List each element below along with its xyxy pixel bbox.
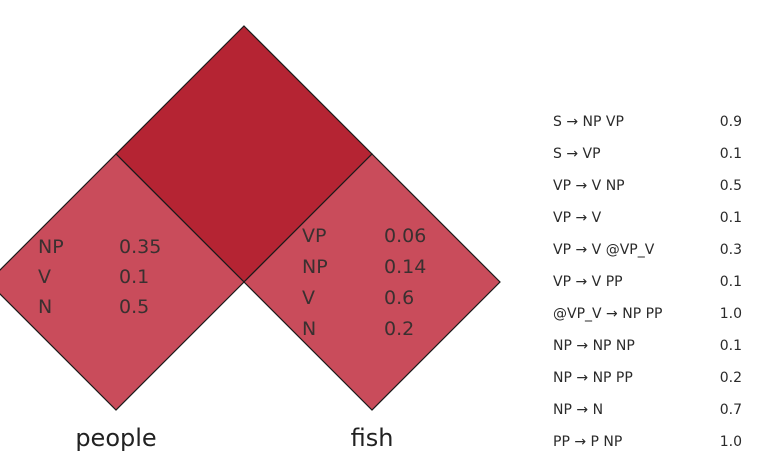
grammar-rule-list: S → NP VP 0.9 S → VP 0.1 VP → V NP 0.5 VP → V 0… [553, 114, 742, 450]
fish-cell-label: NP [302, 256, 328, 278]
rule-lhs: VP [553, 242, 571, 258]
rule-probability: 0.1 [720, 274, 742, 290]
rule-probability: 0.1 [720, 146, 742, 162]
fish-cell-label: V [302, 287, 315, 309]
fish-cell-label: VP [302, 225, 326, 247]
arrow-icon: → [572, 402, 593, 418]
people-cell-label: V [38, 266, 51, 288]
word-label-people: people [75, 424, 156, 452]
fish-cell-prob: 0.06 [384, 225, 426, 247]
fish-cell-entries: VP 0.06 NP 0.14 V 0.6 N 0.2 [302, 225, 426, 340]
grammar-rule: VP → V [553, 210, 602, 226]
fish-cell-label: N [302, 318, 316, 340]
fish-cell-prob: 0.6 [384, 287, 414, 309]
arrow-icon: → [602, 306, 623, 322]
grammar-rule: NP → N [553, 402, 603, 418]
fish-cell-prob: 0.2 [384, 318, 414, 340]
people-cell-prob: 0.5 [119, 296, 149, 318]
arrow-icon: → [562, 114, 583, 130]
rule-lhs: VP [553, 210, 571, 226]
grammar-rule: PP → P NP [553, 434, 622, 450]
grammar-rule: NP → NP NP [553, 338, 635, 354]
rule-lhs: S [553, 146, 562, 162]
rule-lhs: @VP_V [553, 306, 602, 322]
people-cell-prob: 0.35 [119, 236, 161, 258]
arrow-icon: → [572, 338, 593, 354]
people-cell-label: NP [38, 236, 64, 258]
rule-lhs: VP [553, 274, 571, 290]
rule-rhs: NP NP [593, 338, 635, 354]
grammar-rule: S → VP [553, 146, 601, 162]
rule-lhs: NP [553, 402, 572, 418]
chart-cell-people [0, 153, 245, 411]
rule-probability: 1.0 [720, 306, 742, 322]
grammar-rule: S → NP VP [553, 114, 624, 130]
rule-rhs: P NP [591, 434, 623, 450]
fish-cell-prob: 0.14 [384, 256, 426, 278]
rule-probability: 0.5 [720, 178, 742, 194]
rule-probability: 1.0 [720, 434, 742, 450]
arrow-icon: → [571, 210, 592, 226]
word-label-fish: fish [351, 424, 394, 452]
rule-rhs: V NP [592, 178, 625, 194]
arrow-icon: → [572, 370, 593, 386]
grammar-rule: VP → V @VP_V [553, 242, 655, 258]
rule-probability: 0.1 [720, 338, 742, 354]
rule-rhs: N [593, 402, 603, 418]
rule-lhs: NP [553, 338, 572, 354]
rule-rhs: VP [583, 146, 601, 162]
rule-probability: 0.7 [720, 402, 742, 418]
grammar-rule: VP → V PP [553, 274, 623, 290]
rule-rhs: V PP [592, 274, 623, 290]
rule-lhs: VP [553, 178, 571, 194]
chart-cell-fish [243, 153, 501, 411]
arrow-icon: → [571, 242, 592, 258]
grammar-rule: VP → V NP [553, 178, 625, 194]
rule-rhs: V [592, 210, 602, 226]
rule-probability: 0.9 [720, 114, 742, 130]
rule-rhs: NP PP [593, 370, 633, 386]
rule-probability: 0.1 [720, 210, 742, 226]
rule-rhs: NP VP [583, 114, 624, 130]
arrow-icon: → [571, 274, 592, 290]
people-cell-label: N [38, 296, 52, 318]
arrow-icon: → [562, 146, 583, 162]
arrow-icon: → [570, 434, 591, 450]
rule-probability: 0.3 [720, 242, 742, 258]
people-cell-entries: NP 0.35 V 0.1 N 0.5 [38, 236, 161, 318]
rule-probability: 0.2 [720, 370, 742, 386]
rule-rhs: NP PP [622, 306, 662, 322]
rule-lhs: PP [553, 434, 570, 450]
rule-lhs: NP [553, 370, 572, 386]
rule-lhs: S [553, 114, 562, 130]
arrow-icon: → [571, 178, 592, 194]
grammar-rule: NP → NP PP [553, 370, 633, 386]
grammar-rule: @VP_V → NP PP [553, 306, 663, 322]
people-cell-prob: 0.1 [119, 266, 149, 288]
rule-rhs: V @VP_V [592, 242, 655, 258]
